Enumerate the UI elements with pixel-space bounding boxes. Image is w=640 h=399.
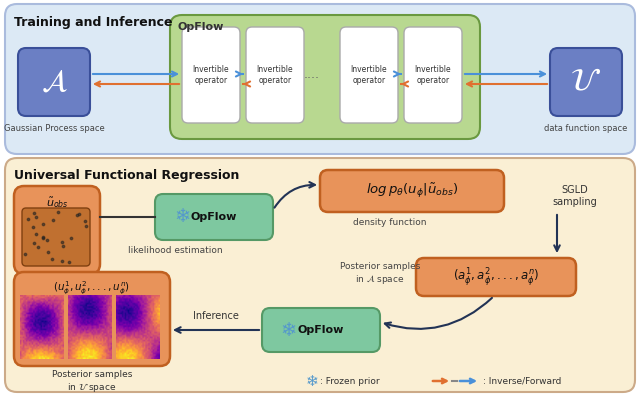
FancyArrowPatch shape — [385, 298, 492, 329]
Text: ❄: ❄ — [174, 207, 190, 227]
Text: OpFlow: OpFlow — [298, 325, 344, 335]
Text: Invertible
operator: Invertible operator — [415, 65, 451, 85]
Text: Invertible
operator: Invertible operator — [351, 65, 387, 85]
Text: Posterior samples
in $\mathcal{U}$ space: Posterior samples in $\mathcal{U}$ space — [52, 370, 132, 394]
Text: Invertible
operator: Invertible operator — [257, 65, 293, 85]
Point — [72, 212, 83, 219]
Text: $\mathcal{U}$: $\mathcal{U}$ — [570, 67, 602, 97]
Text: OpFlow: OpFlow — [178, 22, 225, 32]
FancyBboxPatch shape — [22, 208, 90, 266]
Point — [74, 210, 84, 217]
Point — [33, 244, 43, 250]
Text: OpFlow: OpFlow — [191, 212, 237, 222]
Text: $(u^1_\phi, u^2_\phi,...,u^n_\phi)$: $(u^1_\phi, u^2_\phi,...,u^n_\phi)$ — [54, 280, 131, 297]
Text: $\tilde{u}_{obs}$: $\tilde{u}_{obs}$ — [45, 195, 68, 210]
FancyBboxPatch shape — [5, 4, 635, 154]
Text: SGLD
sampling: SGLD sampling — [552, 185, 597, 207]
Text: density function: density function — [353, 218, 427, 227]
FancyBboxPatch shape — [320, 170, 504, 212]
Point — [38, 235, 48, 241]
Point — [29, 209, 39, 216]
FancyBboxPatch shape — [550, 48, 622, 116]
Point — [31, 213, 41, 220]
Point — [20, 251, 31, 257]
Point — [80, 217, 90, 224]
FancyBboxPatch shape — [340, 27, 398, 123]
Point — [52, 209, 63, 215]
FancyBboxPatch shape — [404, 27, 462, 123]
Text: ....: .... — [304, 69, 320, 81]
FancyBboxPatch shape — [416, 258, 576, 296]
Point — [43, 249, 53, 256]
FancyBboxPatch shape — [262, 308, 380, 352]
Point — [31, 231, 41, 237]
FancyBboxPatch shape — [155, 194, 273, 240]
Text: Universal Functional Regression: Universal Functional Regression — [14, 169, 239, 182]
FancyBboxPatch shape — [5, 158, 635, 392]
Text: data function space: data function space — [544, 124, 628, 133]
Point — [38, 233, 49, 240]
Point — [48, 217, 58, 223]
Point — [66, 235, 76, 241]
Point — [81, 223, 91, 230]
Text: Posterior samples
in $\mathcal{A}$ space: Posterior samples in $\mathcal{A}$ space — [340, 262, 420, 286]
FancyBboxPatch shape — [170, 15, 480, 139]
Text: ❄: ❄ — [281, 320, 297, 340]
Point — [58, 243, 68, 249]
Text: $\mathcal{A}$: $\mathcal{A}$ — [40, 67, 67, 97]
Point — [29, 240, 39, 246]
Point — [38, 221, 48, 227]
Text: Inference: Inference — [193, 311, 239, 321]
Point — [42, 236, 52, 243]
Text: : Frozen prior: : Frozen prior — [320, 377, 380, 385]
FancyBboxPatch shape — [14, 272, 170, 366]
Text: Invertible
operator: Invertible operator — [193, 65, 229, 85]
Point — [64, 259, 74, 265]
FancyBboxPatch shape — [182, 27, 240, 123]
FancyBboxPatch shape — [246, 27, 304, 123]
Point — [22, 216, 33, 222]
FancyBboxPatch shape — [14, 186, 100, 274]
FancyBboxPatch shape — [18, 48, 90, 116]
Text: $(a^1_\phi, a^2_\phi,...,a^n_\phi)$: $(a^1_\phi, a^2_\phi,...,a^n_\phi)$ — [453, 266, 539, 288]
Text: Training and Inference: Training and Inference — [14, 16, 173, 29]
Text: ❄: ❄ — [306, 373, 318, 389]
Point — [28, 224, 38, 230]
FancyArrowPatch shape — [275, 182, 315, 207]
Text: : Inverse/Forward: : Inverse/Forward — [483, 377, 561, 385]
Text: $\mathit{log}\,p_\theta(u_\phi|\tilde{u}_{obs})$: $\mathit{log}\,p_\theta(u_\phi|\tilde{u}… — [365, 182, 458, 200]
Text: Gaussian Process space: Gaussian Process space — [4, 124, 104, 133]
Point — [57, 239, 67, 245]
Text: likelihood estimation: likelihood estimation — [128, 246, 222, 255]
Point — [47, 256, 57, 262]
Point — [58, 258, 68, 265]
